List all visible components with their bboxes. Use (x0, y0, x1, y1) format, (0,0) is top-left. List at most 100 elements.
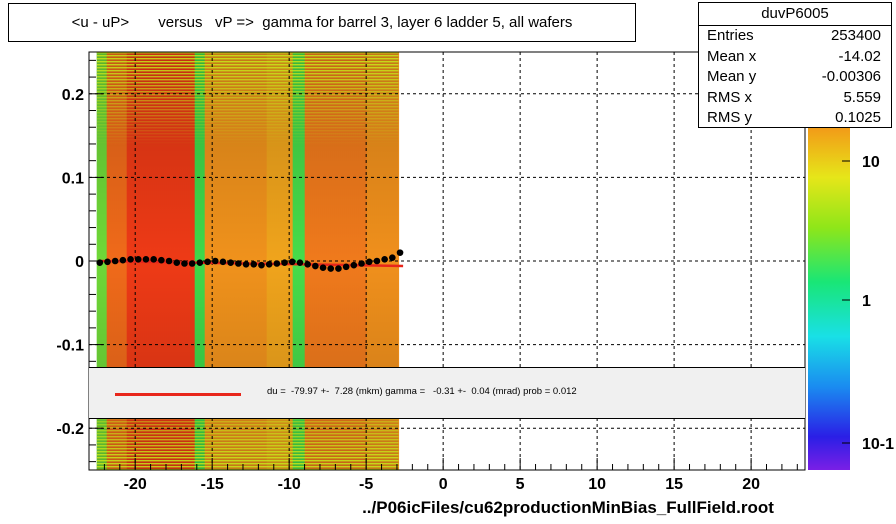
title-box: <u - uP> versus vP => gamma for barrel 3… (8, 3, 636, 42)
profile-point (288, 258, 296, 266)
heatmap-row (96, 61, 399, 63)
axes: -20 -15 -10 -5 0 5 10 15 20 0.2 0.1 0 -0.1 -0.2 (56, 59, 798, 493)
stats-name: duvP6005 (699, 3, 891, 26)
color-bar-label: 10-1 (862, 436, 894, 453)
heatmap-row (96, 55, 399, 57)
heatmap-row (96, 85, 399, 87)
heatmap-row (96, 436, 399, 438)
heatmap-row (96, 64, 399, 66)
profile-point (235, 260, 242, 267)
heatmap-row (96, 103, 399, 105)
stats-key: Mean y (707, 68, 757, 85)
file-path-label: ../P06icFiles/cu62productionMinBias_Full… (362, 498, 774, 517)
profile-point (142, 256, 150, 263)
stats-value: 253400 (830, 27, 881, 44)
fit-legend-line (115, 393, 241, 396)
heatmap-row (96, 127, 399, 129)
heatmap-row (96, 121, 399, 123)
y-tick-label: 0 (75, 254, 84, 271)
profile-point (158, 256, 165, 264)
profile-point (389, 254, 396, 261)
profile-point (358, 260, 365, 267)
heatmap-row (96, 88, 399, 90)
heatmap-row (97, 145, 399, 146)
stats-value: 5.559 (843, 88, 881, 106)
fit-legend: du = -79.97 +- 7.28 (mkm) gamma = -0.31 … (89, 367, 805, 419)
profile-point (335, 265, 342, 272)
profile-point (381, 256, 388, 263)
heatmap-row (96, 115, 399, 117)
chart-title: <u - uP> versus vP => gamma for barrel 3… (71, 14, 573, 31)
stats-key: RMS y (707, 109, 752, 126)
x-tick-label: 0 (439, 476, 448, 493)
heatmap-row (96, 433, 399, 435)
profile-point (111, 257, 119, 265)
heatmap-row (96, 454, 399, 456)
heatmap-row (96, 439, 399, 441)
x-tick-label: -10 (278, 476, 301, 493)
heatmap-row (96, 70, 399, 72)
x-tick-label: 20 (742, 476, 760, 493)
heatmap-row (96, 424, 399, 426)
heatmap-row (96, 133, 399, 135)
heatmap-row (96, 94, 399, 96)
x-tick-label: -15 (201, 476, 224, 493)
heatmap-row (96, 139, 399, 141)
profile-point (204, 258, 211, 266)
profile-point (258, 261, 265, 269)
profile-point (188, 260, 196, 267)
stats-value: -0.00306 (821, 68, 881, 85)
stats-key: Mean x (707, 47, 757, 65)
profile-point (312, 262, 319, 270)
stats-row: RMS x 5.559 (699, 88, 891, 109)
heatmap-row (96, 91, 399, 93)
profile-point (196, 259, 204, 266)
profile-point (227, 259, 234, 266)
stats-value: -14.02 (838, 47, 881, 65)
fit-result-text: du = -79.97 +- 7.28 (mkm) gamma = -0.31 … (267, 386, 577, 397)
profile-point (181, 260, 188, 267)
profile-point (219, 258, 227, 266)
heatmap-row (96, 136, 399, 138)
profile-point (342, 263, 350, 271)
profile-point (373, 257, 381, 265)
heatmap-row (96, 142, 399, 144)
heatmap-row (96, 76, 399, 78)
profile-point (319, 264, 327, 271)
heatmap-row (96, 457, 399, 459)
x-tick-label: 15 (665, 476, 683, 493)
heatmap-row (96, 124, 399, 126)
y-tick-label: 0.1 (62, 170, 84, 187)
heatmap-row (96, 445, 399, 447)
stats-key: Entries (707, 27, 754, 44)
profile-point (173, 259, 181, 266)
profile-point (365, 258, 373, 266)
stats-box: duvP6005 Entries 253400 Mean x -14.02 Mean… (698, 2, 892, 128)
y-tick-label: -0.2 (56, 421, 84, 438)
stats-row: RMS y 0.1025 (699, 108, 891, 129)
profile-point (327, 265, 335, 272)
heatmap-row (96, 106, 399, 108)
profile-point (242, 261, 250, 268)
profile-point (104, 258, 111, 266)
heatmap-row (96, 67, 399, 69)
profile-point (150, 256, 157, 263)
heatmap-row (96, 112, 399, 114)
profile-point (304, 261, 311, 268)
heatmap-row (96, 79, 399, 81)
profile-point (396, 249, 404, 256)
profile-point (265, 261, 273, 268)
color-bar-label: 1 (862, 293, 871, 310)
stats-row: Entries 253400 (699, 26, 891, 47)
profile-point (281, 259, 288, 266)
heatmap-row (96, 430, 399, 432)
profile-point (250, 261, 258, 268)
heatmap-row (96, 109, 399, 111)
x-tick-label: -5 (359, 476, 373, 493)
stats-row: Mean y -0.00306 (699, 67, 891, 88)
profile-point (211, 257, 219, 265)
heatmap-row (96, 82, 399, 84)
x-tick-label: 5 (516, 476, 525, 493)
heatmap-row (96, 451, 399, 453)
profile-point (350, 261, 358, 269)
